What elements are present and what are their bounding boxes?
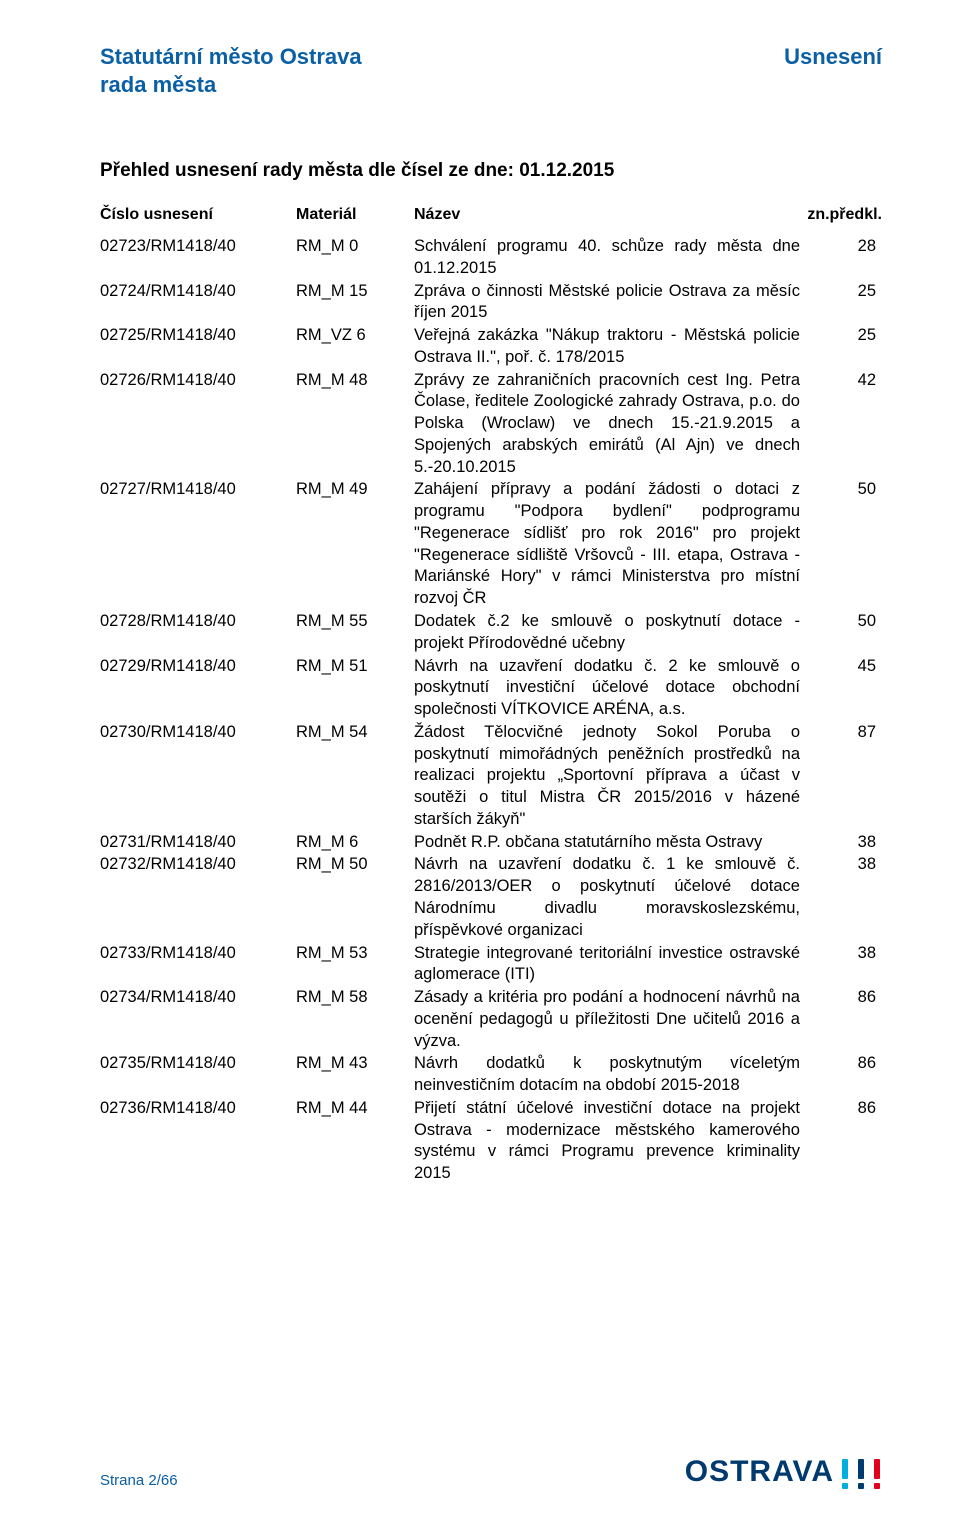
table-row: 02736/RM1418/40RM_M 44Přijetí státní úče… <box>100 1098 882 1185</box>
header-org-line1: Statutární město Ostrava <box>100 44 362 70</box>
cell-id: 02731/RM1418/40 <box>100 832 296 854</box>
cell-description: Zásady a kritéria pro podání a hodnocení… <box>414 987 802 1052</box>
cell-zn: 50 <box>802 479 882 610</box>
cell-zn: 25 <box>802 325 882 369</box>
exclamation-icon <box>856 1459 866 1489</box>
table-row: 02729/RM1418/40RM_M 51Návrh na uzavření … <box>100 656 882 721</box>
cell-material: RM_M 44 <box>296 1098 414 1185</box>
table-row: 02735/RM1418/40RM_M 43Návrh dodatků k po… <box>100 1053 882 1097</box>
column-header-zn: zn.předkl. <box>802 206 882 224</box>
cell-id: 02724/RM1418/40 <box>100 281 296 325</box>
table-row: 02723/RM1418/40RM_M 0Schválení programu … <box>100 236 882 280</box>
exclamation-icon <box>840 1459 850 1489</box>
overview-title: Přehled usnesení rady města dle čísel ze… <box>100 160 882 182</box>
table-row: 02732/RM1418/40RM_M 50Návrh na uzavření … <box>100 854 882 941</box>
cell-description: Přijetí státní účelové investiční dotace… <box>414 1098 802 1185</box>
cell-description: Zprávy ze zahraničních pracovních cest I… <box>414 370 802 479</box>
table-row: 02733/RM1418/40RM_M 53Strategie integrov… <box>100 943 882 987</box>
cell-id: 02725/RM1418/40 <box>100 325 296 369</box>
table-row: 02725/RM1418/40RM_VZ 6Veřejná zakázka "N… <box>100 325 882 369</box>
cell-id: 02736/RM1418/40 <box>100 1098 296 1185</box>
table-row: 02724/RM1418/40RM_M 15Zpráva o činnosti … <box>100 281 882 325</box>
document-page: Statutární město Ostrava rada města Usne… <box>0 0 960 1519</box>
cell-zn: 45 <box>802 656 882 721</box>
cell-zn: 86 <box>802 1053 882 1097</box>
cell-description: Zpráva o činnosti Městské policie Ostrav… <box>414 281 802 325</box>
header-org-line2: rada města <box>100 72 362 98</box>
table-row: 02726/RM1418/40RM_M 48Zprávy ze zahranič… <box>100 370 882 479</box>
page-number: Strana 2/66 <box>100 1472 178 1489</box>
cell-id: 02723/RM1418/40 <box>100 236 296 280</box>
cell-description: Žádost Tělocvičné jednoty Sokol Poruba o… <box>414 722 802 831</box>
logo-text: OSTRAVA <box>685 1455 834 1489</box>
cell-id: 02728/RM1418/40 <box>100 611 296 655</box>
cell-zn: 25 <box>802 281 882 325</box>
cell-zn: 50 <box>802 611 882 655</box>
cell-id: 02730/RM1418/40 <box>100 722 296 831</box>
cell-material: RM_M 0 <box>296 236 414 280</box>
cell-material: RM_M 43 <box>296 1053 414 1097</box>
cell-material: RM_M 48 <box>296 370 414 479</box>
table-body: 02723/RM1418/40RM_M 0Schválení programu … <box>100 236 882 1185</box>
cell-description: Podnět R.P. občana statutárního města Os… <box>414 832 802 854</box>
exclamation-icon <box>872 1459 882 1489</box>
cell-description: Schválení programu 40. schůze rady města… <box>414 236 802 280</box>
page-footer: Strana 2/66 OSTRAVA <box>100 1455 882 1489</box>
header-left: Statutární město Ostrava rada města <box>100 44 362 98</box>
cell-id: 02732/RM1418/40 <box>100 854 296 941</box>
cell-material: RM_M 49 <box>296 479 414 610</box>
table-row: 02728/RM1418/40RM_M 55Dodatek č.2 ke sml… <box>100 611 882 655</box>
cell-id: 02727/RM1418/40 <box>100 479 296 610</box>
cell-id: 02729/RM1418/40 <box>100 656 296 721</box>
cell-zn: 86 <box>802 987 882 1052</box>
cell-id: 02734/RM1418/40 <box>100 987 296 1052</box>
ostrava-logo: OSTRAVA <box>685 1455 882 1489</box>
column-header-material: Materiál <box>296 206 414 224</box>
cell-id: 02733/RM1418/40 <box>100 943 296 987</box>
column-header-id: Číslo usnesení <box>100 206 296 224</box>
cell-zn: 38 <box>802 943 882 987</box>
cell-id: 02726/RM1418/40 <box>100 370 296 479</box>
cell-zn: 28 <box>802 236 882 280</box>
cell-description: Návrh na uzavření dodatku č. 1 ke smlouv… <box>414 854 802 941</box>
cell-description: Zahájení přípravy a podání žádosti o dot… <box>414 479 802 610</box>
cell-material: RM_M 58 <box>296 987 414 1052</box>
cell-material: RM_M 54 <box>296 722 414 831</box>
cell-material: RM_VZ 6 <box>296 325 414 369</box>
cell-description: Návrh dodatků k poskytnutým víceletým ne… <box>414 1053 802 1097</box>
cell-material: RM_M 51 <box>296 656 414 721</box>
cell-material: RM_M 55 <box>296 611 414 655</box>
cell-zn: 38 <box>802 832 882 854</box>
cell-zn: 38 <box>802 854 882 941</box>
cell-material: RM_M 53 <box>296 943 414 987</box>
page-header: Statutární město Ostrava rada města Usne… <box>100 44 882 98</box>
header-doc-type: Usnesení <box>784 44 882 70</box>
column-header-name: Název <box>414 206 802 224</box>
cell-material: RM_M 6 <box>296 832 414 854</box>
cell-material: RM_M 50 <box>296 854 414 941</box>
table-row: 02731/RM1418/40RM_M 6Podnět R.P. občana … <box>100 832 882 854</box>
cell-zn: 86 <box>802 1098 882 1185</box>
table-row: 02727/RM1418/40RM_M 49Zahájení přípravy … <box>100 479 882 610</box>
table-row: 02730/RM1418/40RM_M 54Žádost Tělocvičné … <box>100 722 882 831</box>
cell-zn: 87 <box>802 722 882 831</box>
cell-material: RM_M 15 <box>296 281 414 325</box>
cell-description: Návrh na uzavření dodatku č. 2 ke smlouv… <box>414 656 802 721</box>
cell-description: Strategie integrované teritoriální inves… <box>414 943 802 987</box>
cell-zn: 42 <box>802 370 882 479</box>
table-header-row: Číslo usnesení Materiál Název zn.předkl. <box>100 206 882 224</box>
cell-id: 02735/RM1418/40 <box>100 1053 296 1097</box>
cell-description: Veřejná zakázka "Nákup traktoru - Městsk… <box>414 325 802 369</box>
table-row: 02734/RM1418/40RM_M 58Zásady a kritéria … <box>100 987 882 1052</box>
cell-description: Dodatek č.2 ke smlouvě o poskytnutí dota… <box>414 611 802 655</box>
